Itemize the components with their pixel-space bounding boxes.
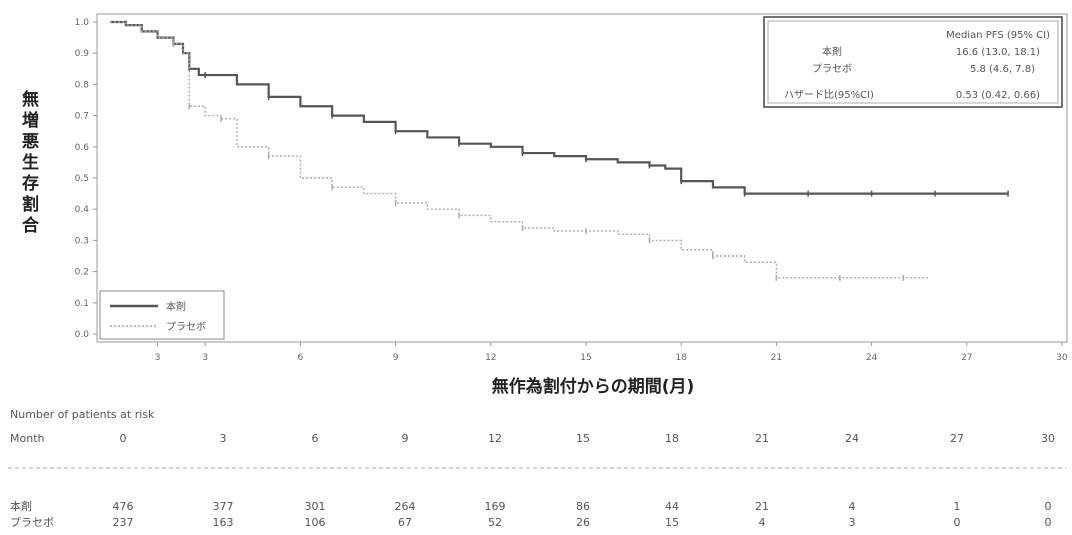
risk-cell: 21 — [755, 500, 769, 513]
survival-curves — [110, 20, 1009, 281]
risk-cell: 86 — [576, 500, 590, 513]
risk-cell: 163 — [213, 516, 234, 529]
risk-cell: 4 — [759, 516, 766, 529]
risk-month-value: 12 — [488, 432, 502, 445]
stats-box-frame — [763, 16, 1063, 108]
y-tick-label: 0.4 — [75, 205, 90, 215]
y-tick-label: 0.7 — [75, 112, 89, 122]
risk-cell: 15 — [665, 516, 679, 529]
x-tick-label: 24 — [866, 353, 878, 363]
legend-label-drug: 本剤 — [166, 300, 186, 313]
y-tick-label: 0.0 — [75, 330, 90, 340]
risk-month-value: 15 — [576, 432, 590, 445]
risk-month-value: 6 — [312, 432, 319, 445]
risk-month-value: 9 — [402, 432, 409, 445]
x-tick-label: 12 — [485, 353, 496, 363]
risk-cell: 26 — [576, 516, 590, 529]
x-tick-label: 6 — [298, 353, 304, 363]
x-tick-label: 30 — [1056, 353, 1068, 363]
x-tick-label: 9 — [393, 353, 399, 363]
stats-row-value-drug: 16.6 (13.0, 18.1) — [956, 47, 1040, 58]
y-tick-label: 0.3 — [75, 236, 89, 246]
stats-box-inner — [767, 20, 1059, 104]
x-tick-label: 15 — [580, 353, 591, 363]
y-tick-label: 0.1 — [75, 299, 89, 309]
x-axis-ticks: 3 3 6 9 12 15 18 21 24 27 30 — [155, 342, 1068, 363]
series-line-drug — [110, 20, 1009, 195]
risk-cell: 44 — [665, 500, 679, 513]
risk-cell: 0 — [1045, 500, 1052, 513]
stats-row-label-placebo: プラセボ — [812, 63, 852, 75]
risk-month-values: 0 3 6 9 12 15 18 21 24 27 30 — [120, 432, 1056, 445]
series-line-placebo — [110, 21, 929, 279]
y-tick-label: 0.9 — [75, 49, 90, 59]
risk-cell-values: 476 377 301 264 169 86 44 21 4 1 0 237 163 106 67 52 26 1… — [113, 500, 1052, 529]
risk-month-value: 21 — [755, 432, 769, 445]
stats-row-value-placebo: 5.8 (4.6, 7.8) — [970, 64, 1035, 75]
stats-row-label-drug: 本剤 — [822, 45, 842, 58]
risk-month-value: 24 — [845, 432, 859, 445]
risk-cell: 264 — [395, 500, 416, 513]
stats-row-label-hr: ハザード比(95%CI) — [784, 89, 874, 101]
risk-table: Number of patients at risk Month 本剤 プラセボ… — [8, 408, 1066, 529]
y-axis-label: 無増悪生存割合 — [22, 89, 40, 236]
y-tick-label: 1.0 — [75, 18, 90, 28]
risk-month-value: 0 — [120, 432, 127, 445]
risk-cell: 476 — [113, 500, 134, 513]
x-tick-label: 3 — [202, 353, 208, 363]
y-axis-ticks: 0.0 0.1 0.2 0.3 0.4 0.5 0.6 0.7 0.8 0.9 1.0 — [75, 18, 97, 340]
legend-box — [99, 290, 225, 340]
risk-cell: 237 — [113, 516, 134, 529]
legend-label-placebo: プラセボ — [166, 321, 206, 333]
risk-cell: 4 — [849, 500, 856, 513]
risk-cell: 3 — [849, 516, 856, 529]
y-tick-label: 0.5 — [75, 174, 89, 184]
x-axis-label: 無作為割付からの期間(月) — [492, 376, 695, 397]
risk-month-value: 3 — [220, 432, 227, 445]
stats-row-value-hr: 0.53 (0.42, 0.66) — [956, 90, 1040, 101]
y-tick-label: 0.2 — [75, 268, 89, 278]
risk-cell: 106 — [305, 516, 326, 529]
x-tick-label: 27 — [961, 353, 972, 363]
y-tick-label: 0.6 — [75, 143, 90, 153]
x-tick-label: 3 — [155, 353, 161, 363]
legend: 本剤 プラセボ — [99, 290, 225, 340]
risk-month-value: 27 — [950, 432, 964, 445]
risk-cell: 169 — [485, 500, 506, 513]
risk-cell: 377 — [213, 500, 234, 513]
risk-month-value: 18 — [665, 432, 679, 445]
x-tick-label: 21 — [771, 353, 782, 363]
risk-month-label: Month — [10, 432, 45, 445]
risk-cell: 0 — [1045, 516, 1052, 529]
risk-table-title: Number of patients at risk — [10, 408, 155, 421]
risk-cell: 1 — [954, 500, 961, 513]
stats-box-header: Median PFS (95% CI) — [946, 30, 1050, 41]
risk-row-label-placebo: プラセボ — [10, 516, 54, 529]
x-tick-label: 18 — [675, 353, 687, 363]
risk-cell: 0 — [954, 516, 961, 529]
risk-cell: 301 — [305, 500, 326, 513]
stats-box: Median PFS (95% CI) 本剤 16.6 (13.0, 18.1)… — [763, 16, 1063, 108]
risk-month-value: 30 — [1041, 432, 1055, 445]
risk-cell: 67 — [398, 516, 412, 529]
risk-row-label-drug: 本剤 — [10, 499, 32, 513]
y-tick-label: 0.8 — [75, 80, 90, 90]
risk-cell: 52 — [488, 516, 502, 529]
